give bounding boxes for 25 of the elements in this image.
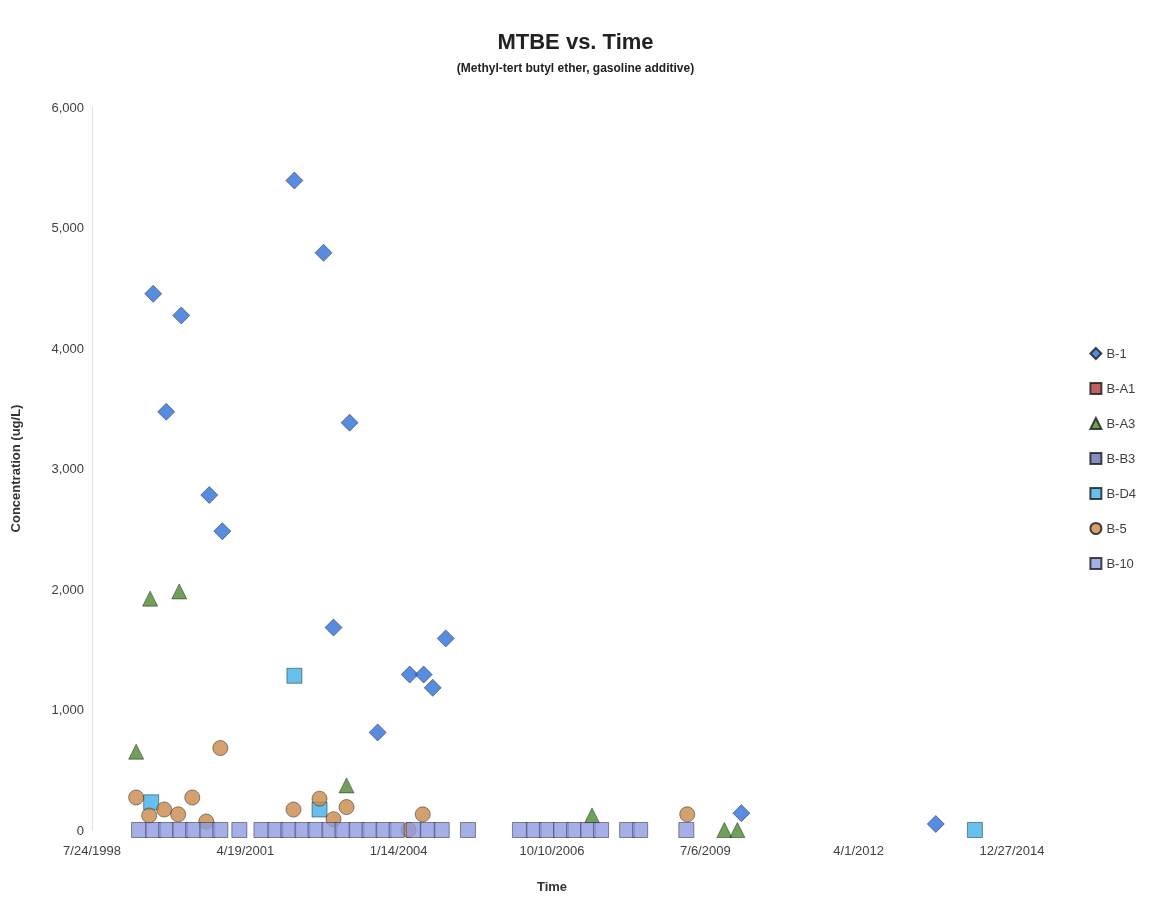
chart-title: MTBE vs. Time (497, 28, 654, 54)
x-tick-label: 10/10/2006 (519, 843, 585, 858)
legend-label: B-B3 (1106, 451, 1136, 466)
legend-label: B-A3 (1106, 416, 1136, 431)
x-tick-label: 4/1/2012 (833, 843, 884, 858)
legend-label: B-10 (1106, 556, 1134, 571)
chart-subtitle: (Methyl-tert butyl ether, gasoline additive) (456, 61, 695, 75)
legend-label: B-1 (1106, 346, 1127, 361)
x-tick-label: 7/24/1998 (63, 843, 121, 858)
y-tick-label: 3,000 (51, 461, 84, 476)
x-tick-label: 7/6/2009 (680, 843, 731, 858)
x-axis-title: Time (536, 879, 568, 894)
y-axis-title: Concentration (ug/L) (8, 404, 23, 533)
y-tick-label: 5,000 (51, 220, 84, 235)
x-tick-label: 4/19/2001 (216, 843, 275, 858)
y-tick-label: 2,000 (51, 581, 84, 597)
x-tick-label: 1/14/2004 (369, 843, 428, 858)
legend-label: B-A1 (1106, 381, 1136, 396)
y-tick-label: 4,000 (51, 340, 84, 356)
legend-label: B-5 (1106, 521, 1127, 536)
y-tick-label: 1,000 (51, 702, 84, 717)
x-tick-label: 12/27/2014 (979, 843, 1045, 858)
y-tick-label: 0 (76, 822, 84, 838)
y-tick-label: 6,000 (51, 99, 84, 115)
legend-label: B-D4 (1106, 486, 1137, 501)
